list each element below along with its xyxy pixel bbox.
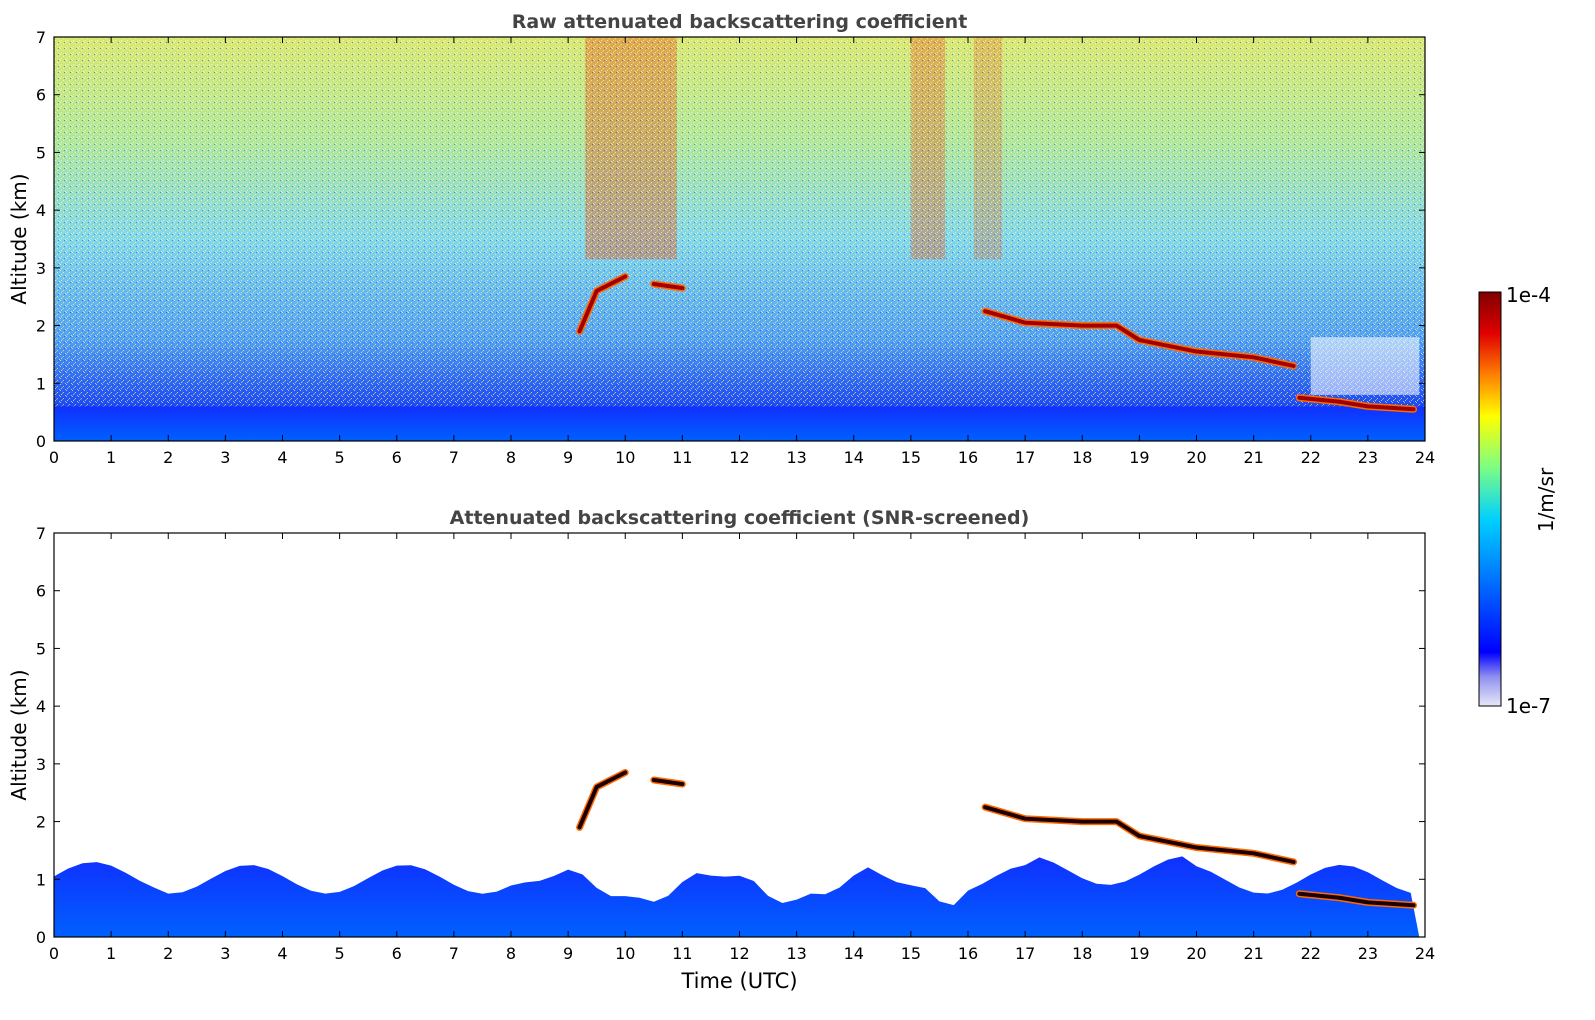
y-tick-label: 0 [36, 928, 46, 947]
x-tick-label: 4 [277, 944, 287, 963]
x-tick-label: 7 [449, 448, 459, 467]
chart-title: Attenuated backscattering coefficient (S… [450, 507, 1030, 529]
x-tick-label: 1 [106, 944, 116, 963]
y-tick-label: 0 [36, 432, 46, 451]
x-tick-label: 22 [1301, 448, 1321, 467]
y-tick-label: 3 [36, 259, 46, 278]
cloud-features [576, 273, 1418, 413]
x-tick-label: 3 [220, 944, 230, 963]
y-tick-label: 6 [36, 86, 46, 105]
chart-title: Raw attenuated backscattering coefficien… [512, 11, 968, 33]
axes: 0 1 2 3 4 5 6 7 8 9 10 11 12 13 14 15 16 17 18 19 20 21 22 23 24… [36, 524, 1435, 963]
x-tick-label: 14 [844, 944, 864, 963]
x-tick-label: 11 [672, 944, 692, 963]
x-tick-label: 21 [1243, 944, 1263, 963]
x-tick-label: 12 [729, 944, 749, 963]
raw-backscatter-heatmap [54, 37, 1425, 441]
x-tick-label: 7 [449, 944, 459, 963]
y-tick-label: 3 [36, 755, 46, 774]
cloud-layer [1297, 891, 1416, 908]
y-tick-label: 5 [36, 639, 46, 658]
axes: 0 1 2 3 4 5 6 7 8 9 10 11 12 13 14 15 16 17 18 19 20 21 22 23 24… [36, 28, 1435, 467]
x-tick-label: 6 [392, 944, 402, 963]
cloud-features [576, 769, 1418, 909]
colorbar-unit-label: 1/m/sr [1534, 467, 1558, 532]
x-tick-label: 16 [958, 944, 978, 963]
x-tick-label: 8 [506, 944, 516, 963]
colorbar-min-label: 1e-7 [1506, 694, 1551, 718]
x-tick-label: 0 [49, 944, 59, 963]
x-tick-label: 20 [1186, 448, 1206, 467]
x-tick-label: 12 [729, 448, 749, 467]
y-tick-label: 7 [36, 28, 46, 47]
x-tick-label: 24 [1415, 448, 1435, 467]
x-tick-label: 20 [1186, 944, 1206, 963]
cloud-layer [651, 778, 685, 787]
x-tick-label: 16 [958, 448, 978, 467]
x-tick-label: 19 [1129, 448, 1149, 467]
noise-patch [1310, 337, 1420, 395]
x-tick-label: 1 [106, 448, 116, 467]
y-tick-label: 2 [36, 317, 46, 336]
boundary-layer [54, 856, 1420, 937]
x-tick-label: 11 [672, 448, 692, 467]
y-tick-label: 7 [36, 524, 46, 543]
y-axis-label: Altitude (km) [7, 669, 31, 800]
x-tick-label: 17 [1015, 944, 1035, 963]
x-tick-label: 19 [1129, 944, 1149, 963]
colorbar: 1e-4 1e-7 1/m/sr [1478, 283, 1558, 718]
cloud-layer [983, 309, 1296, 368]
x-tick-label: 5 [335, 448, 345, 467]
x-tick-label: 2 [163, 944, 173, 963]
x-tick-label: 22 [1301, 944, 1321, 963]
noise-texture [54, 37, 1425, 441]
screened-backscatter-panel: Attenuated backscattering coefficient (S… [7, 507, 1435, 993]
cloud-layer [983, 805, 1296, 864]
x-tick-label: 24 [1415, 944, 1435, 963]
x-tick-label: 10 [615, 944, 635, 963]
x-tick-label: 13 [786, 944, 806, 963]
x-tick-label: 2 [163, 448, 173, 467]
cloud-layer [1297, 395, 1416, 412]
y-tick-label: 1 [36, 870, 46, 889]
x-tick-label: 17 [1015, 448, 1035, 467]
y-tick-label: 1 [36, 374, 46, 393]
y-tick-label: 2 [36, 813, 46, 832]
y-axis-label: Altitude (km) [7, 173, 31, 304]
x-tick-label: 14 [844, 448, 864, 467]
y-tick-label: 5 [36, 143, 46, 162]
screened-backscatter-heatmap [54, 533, 1425, 937]
x-tick-label: 18 [1072, 448, 1092, 467]
x-tick-label: 15 [901, 944, 921, 963]
cloud-layer [577, 770, 628, 830]
x-tick-label: 13 [786, 448, 806, 467]
x-tick-label: 23 [1358, 944, 1378, 963]
raw-backscatter-panel: Raw attenuated backscattering coefficien… [7, 11, 1435, 467]
x-tick-label: 5 [335, 944, 345, 963]
x-tick-label: 18 [1072, 944, 1092, 963]
x-tick-label: 21 [1243, 448, 1263, 467]
cloud-layer [577, 274, 628, 334]
x-tick-label: 9 [563, 944, 573, 963]
x-tick-label: 23 [1358, 448, 1378, 467]
colorbar-max-label: 1e-4 [1506, 283, 1551, 307]
x-tick-label: 6 [392, 448, 402, 467]
x-tick-label: 9 [563, 448, 573, 467]
colorbar-gradient [1478, 291, 1502, 707]
x-tick-label: 0 [49, 448, 59, 467]
x-tick-label: 3 [220, 448, 230, 467]
x-axis-label: Time (UTC) [680, 969, 797, 993]
y-tick-label: 4 [36, 201, 46, 220]
y-tick-label: 4 [36, 697, 46, 716]
x-tick-label: 8 [506, 448, 516, 467]
x-tick-label: 10 [615, 448, 635, 467]
cloud-layer [651, 282, 685, 291]
x-tick-label: 15 [901, 448, 921, 467]
y-tick-label: 6 [36, 582, 46, 601]
x-tick-label: 4 [277, 448, 287, 467]
